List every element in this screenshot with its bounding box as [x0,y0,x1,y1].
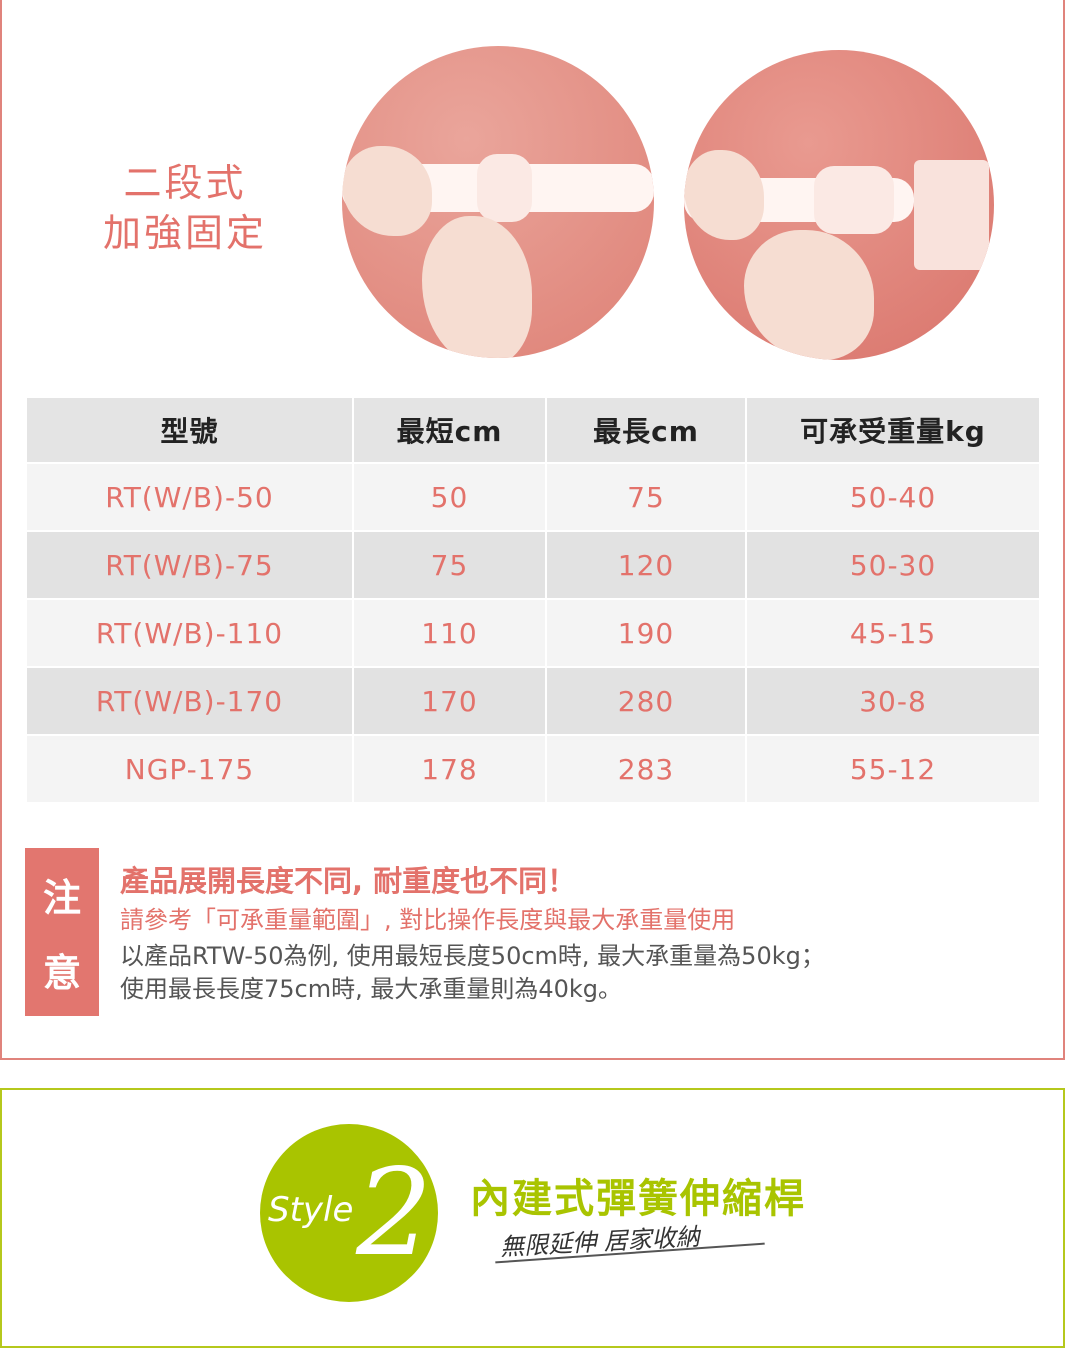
table-row: RT(W/B)-50 50 75 50-40 [25,462,1041,532]
cell-load: 30-8 [745,666,1041,736]
note-example-line: 以產品RTW-50為例, 使用最短長度50cm時, 最大承重量為50kg； [120,942,825,970]
note-tag-char: 意 [42,951,81,995]
cell-load: 50-30 [745,530,1041,600]
cell-max: 120 [545,530,747,600]
cell-min: 75 [352,530,547,600]
cell-model: RT(W/B)-75 [25,530,354,600]
table-row: RT(W/B)-170 170 280 30-8 [25,666,1041,736]
photo-locking-pin [342,46,654,358]
spec-table: 型號 最短cm 最長cm 可承受重量kg RT(W/B)-50 50 75 50-40… [25,396,1041,804]
cell-max: 190 [545,598,747,668]
cell-min: 110 [352,598,547,668]
badge-number: 2 [356,1144,433,1283]
cell-model: RT(W/B)-110 [25,598,354,668]
note-example-line: 使用最長長度75cm時, 最大承重量則為40kg。 [120,975,623,1003]
cell-model: RT(W/B)-170 [25,666,354,736]
table-row: RT(W/B)-110 110 190 45-15 [25,598,1041,668]
style2-title: 內建式彈簧伸縮桿 [470,1176,806,1222]
badge-word: Style [268,1190,354,1230]
cell-load: 45-15 [745,598,1041,668]
cell-min: 50 [352,462,547,532]
style-badge: Style 2 [260,1124,438,1302]
header-max-length: 最長cm [545,396,747,464]
table-row: NGP-175 178 283 55-12 [25,734,1041,804]
header-min-length: 最短cm [352,396,547,464]
feature-line-1: 二段式 [123,161,247,205]
note-tag: 注 意 [25,848,99,1016]
cell-load: 55-12 [745,734,1041,804]
cell-load: 50-40 [745,462,1041,532]
note-example: 以產品RTW-50為例, 使用最短長度50cm時, 最大承重量為50kg； 使用… [120,940,825,1006]
cell-min: 178 [352,734,547,804]
cell-model: NGP-175 [25,734,354,804]
header-model: 型號 [25,396,354,464]
feature-line-2: 加強固定 [102,211,267,255]
note-subtitle: 請參考「可承重量範圍」, 對比操作長度與最大承重量使用 [120,906,736,934]
note-title: 產品展開長度不同, 耐重度也不同！ [120,864,577,898]
table-header-row: 型號 最短cm 最長cm 可承受重量kg [25,396,1041,464]
feature-heading: 二段式 加強固定 [90,158,280,258]
section-frame [0,0,1065,1060]
cell-max: 75 [545,462,747,532]
cell-min: 170 [352,666,547,736]
note-tag-char: 注 [42,876,81,920]
table-row: RT(W/B)-75 75 120 50-30 [25,530,1041,600]
cell-max: 280 [545,666,747,736]
cell-model: RT(W/B)-50 [25,462,354,532]
photo-end-cap [684,50,994,360]
cell-max: 283 [545,734,747,804]
header-load: 可承受重量kg [745,396,1041,464]
